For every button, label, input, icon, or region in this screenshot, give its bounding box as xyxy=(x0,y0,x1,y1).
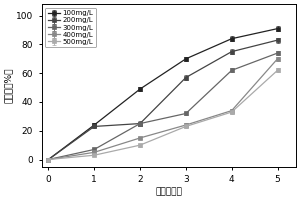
X-axis label: 时间（时）: 时间（时） xyxy=(155,187,182,196)
Legend: 100mg/L, 200mg/L, 300mg/L, 400mg/L, 500mg/L: 100mg/L, 200mg/L, 300mg/L, 400mg/L, 500m… xyxy=(45,8,96,47)
Y-axis label: 脱色率（%）: 脱色率（%） xyxy=(4,68,13,103)
